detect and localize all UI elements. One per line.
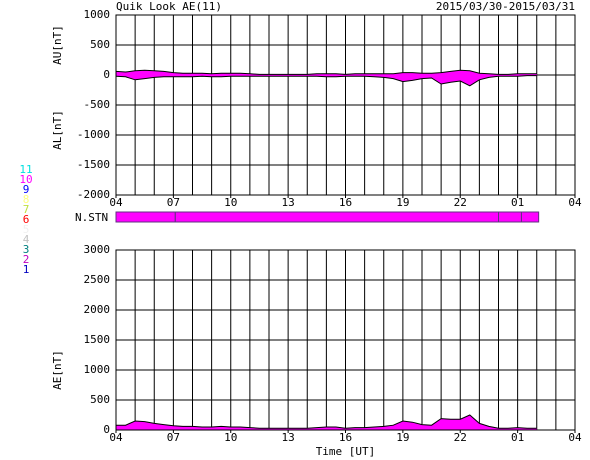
area-fill bbox=[116, 415, 537, 430]
chart-title: Quik Look AE(11) bbox=[116, 0, 222, 13]
y-tick-label: 1000 bbox=[84, 8, 111, 21]
station-segment bbox=[520, 211, 540, 223]
station-level: 3 bbox=[23, 243, 30, 256]
station-level: 6 bbox=[23, 213, 30, 226]
y-axis-label: AL[nT] bbox=[51, 110, 64, 150]
station-segment bbox=[115, 211, 176, 223]
y-tick-label: -1500 bbox=[77, 158, 110, 171]
y-tick-label: 500 bbox=[90, 393, 110, 406]
y-tick-label: 3000 bbox=[84, 243, 111, 256]
station-level: 2 bbox=[23, 253, 30, 266]
y-axis-label: AU[nT] bbox=[51, 25, 64, 65]
x-tick-label: 07 bbox=[167, 196, 180, 209]
station-level: 11 bbox=[19, 163, 32, 176]
area-fill bbox=[116, 70, 537, 75]
x-tick-label: 01 bbox=[511, 431, 524, 444]
x-tick-label: 04 bbox=[568, 431, 582, 444]
station-level: 9 bbox=[23, 183, 30, 196]
x-tick-label: 04 bbox=[568, 196, 582, 209]
x-tick-label: 22 bbox=[454, 196, 467, 209]
y-axis-label: AE[nT] bbox=[51, 350, 64, 390]
y-tick-label: -2000 bbox=[77, 188, 110, 201]
x-tick-label: 13 bbox=[282, 431, 295, 444]
x-tick-label: 04 bbox=[109, 196, 123, 209]
x-tick-label: 16 bbox=[339, 196, 352, 209]
y-tick-label: 1500 bbox=[84, 333, 111, 346]
x-axis-label: Time [UT] bbox=[316, 445, 376, 458]
station-level: 5 bbox=[23, 223, 30, 236]
station-level: 1 bbox=[23, 263, 30, 276]
y-tick-label: 2500 bbox=[84, 273, 111, 286]
station-level: 10 bbox=[19, 173, 32, 186]
date-range: 2015/03/30-2015/03/31 bbox=[436, 0, 575, 13]
station-level: 4 bbox=[23, 233, 30, 246]
station-segment bbox=[498, 211, 522, 223]
y-tick-label: -500 bbox=[84, 98, 111, 111]
y-tick-label: -1000 bbox=[77, 128, 110, 141]
x-tick-label: 04 bbox=[109, 431, 123, 444]
plot-frame bbox=[115, 249, 576, 431]
y-tick-label: 2000 bbox=[84, 303, 111, 316]
x-tick-label: 07 bbox=[167, 431, 180, 444]
area-line bbox=[116, 414, 537, 429]
x-tick-label: 01 bbox=[511, 196, 524, 209]
area-line bbox=[115, 75, 537, 87]
station-segment bbox=[174, 211, 499, 223]
y-tick-label: 0 bbox=[103, 68, 110, 81]
plot-frame bbox=[115, 14, 576, 196]
x-tick-label: 19 bbox=[396, 196, 409, 209]
station-bar-label: N.STN bbox=[75, 211, 108, 224]
area-line bbox=[115, 69, 537, 75]
station-level: 8 bbox=[23, 193, 30, 206]
x-tick-label: 22 bbox=[454, 431, 467, 444]
x-tick-label: 16 bbox=[339, 431, 352, 444]
y-tick-label: 1000 bbox=[84, 363, 111, 376]
y-tick-label: 500 bbox=[90, 38, 110, 51]
x-tick-label: 19 bbox=[396, 431, 409, 444]
y-tick-label: 0 bbox=[103, 423, 110, 436]
x-tick-label: 13 bbox=[282, 196, 295, 209]
x-tick-label: 10 bbox=[224, 431, 237, 444]
x-tick-label: 10 bbox=[224, 196, 237, 209]
station-level: 7 bbox=[23, 203, 30, 216]
